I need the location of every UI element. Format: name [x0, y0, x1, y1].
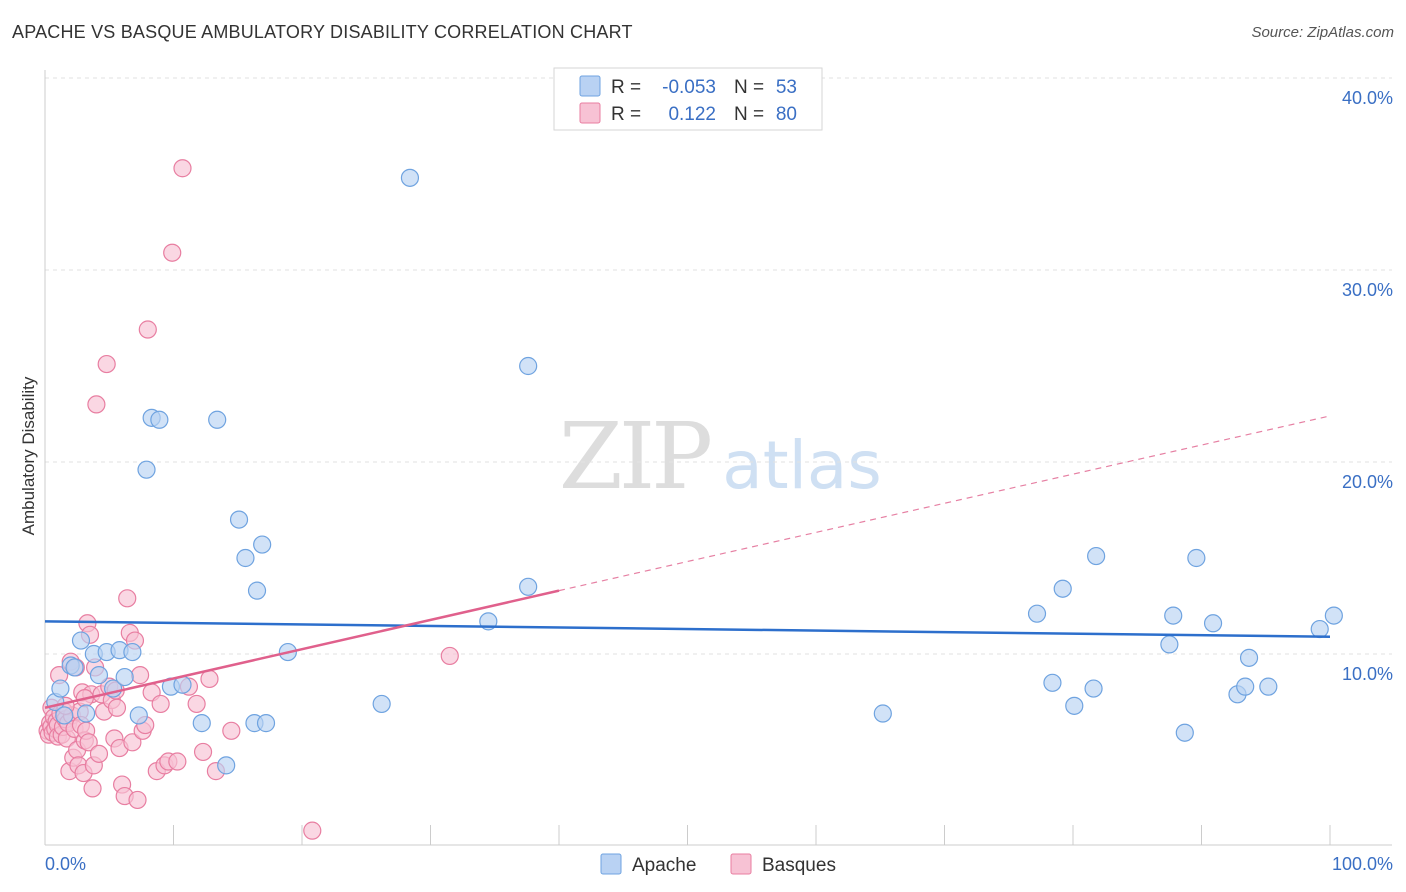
series-apache	[46, 168, 1343, 775]
grid	[45, 77, 1392, 655]
legend-n-label-apache: N =	[734, 77, 764, 98]
apache-point	[1259, 677, 1278, 696]
apache-point	[129, 706, 148, 725]
basques-point	[222, 721, 241, 740]
apache-point	[71, 631, 91, 650]
legend-swatch-basques	[579, 102, 601, 124]
apache-point	[77, 704, 96, 723]
legend-r-label-apache: R =	[611, 77, 641, 98]
basques-point	[200, 669, 219, 689]
bottom-legend: Apache Basques	[600, 853, 836, 876]
basques-point	[123, 733, 142, 752]
basques-point	[187, 694, 206, 714]
apache-point	[873, 704, 892, 723]
bottom-legend-swatch-basques	[730, 853, 752, 875]
legend-n-value-apache: 53	[776, 77, 797, 98]
x-tick-labels: 0.0% 100.0%	[45, 854, 1393, 874]
basques-point	[303, 821, 322, 840]
basques-point	[440, 646, 459, 666]
basques-point	[173, 159, 192, 178]
apache-point	[1236, 677, 1255, 696]
apache-trend-line	[44, 620, 1331, 638]
source-label: Source: ZipAtlas.com	[1251, 24, 1394, 41]
basques-point	[128, 790, 147, 810]
apache-point	[1203, 614, 1223, 633]
apache-point	[1087, 546, 1106, 566]
y-tick-labels: 10.0% 20.0% 30.0% 40.0%	[1342, 88, 1393, 684]
apache-point	[253, 535, 272, 554]
apache-point	[123, 642, 142, 662]
basques-point	[107, 698, 127, 717]
apache-point	[247, 581, 267, 600]
legend-r-value-basques: 0.122	[668, 104, 716, 125]
bottom-legend-swatch-apache	[600, 853, 622, 875]
apache-point	[1187, 548, 1206, 568]
apache-point	[229, 510, 249, 529]
apache-point	[519, 356, 538, 376]
apache-point	[1164, 606, 1183, 625]
bottom-legend-label-basques: Basques	[762, 855, 836, 876]
apache-point	[1160, 635, 1179, 654]
y-tick-label-20: 20.0%	[1342, 472, 1393, 492]
apache-point	[1043, 673, 1062, 692]
legend-swatch-apache	[579, 75, 601, 97]
apache-point	[217, 756, 236, 775]
basques-point	[130, 666, 150, 685]
y-tick-label-30: 30.0%	[1342, 280, 1393, 300]
apache-point	[1175, 723, 1194, 742]
x-tick-label-max: 100.0%	[1332, 854, 1393, 874]
apache-point	[372, 694, 391, 714]
apache-point	[192, 714, 211, 733]
basques-point	[118, 589, 137, 608]
basques-point	[79, 733, 98, 752]
apache-point	[150, 410, 169, 429]
bottom-legend-label-apache: Apache	[632, 855, 696, 876]
apache-point	[208, 410, 227, 429]
basques-point	[193, 742, 213, 762]
x-tick-label-min: 0.0%	[45, 854, 86, 874]
legend-box: R = -0.053 N = 53 R = 0.122 N = 80	[553, 67, 823, 131]
basques-point	[163, 243, 182, 262]
apache-point	[1065, 696, 1084, 715]
trend-lines	[44, 415, 1331, 709]
legend-r-value-apache: -0.053	[662, 77, 716, 98]
legend-r-label-basques: R =	[611, 104, 641, 125]
basques-point	[83, 779, 102, 798]
apache-point	[65, 658, 84, 677]
apache-point	[1053, 579, 1072, 598]
basques-point	[151, 694, 170, 714]
y-tick-label-40: 40.0%	[1342, 88, 1393, 108]
y-tick-label-10: 10.0%	[1342, 664, 1393, 684]
watermark-atlas: atlas	[722, 427, 882, 504]
basques-point	[138, 320, 157, 339]
apache-point	[1310, 619, 1329, 639]
apache-point	[89, 666, 109, 685]
apache-point	[1027, 604, 1047, 623]
apache-point	[1239, 648, 1259, 667]
legend-n-value-basques: 80	[776, 104, 797, 125]
apache-point	[400, 168, 420, 187]
apache-point	[236, 548, 255, 568]
basques-point	[89, 744, 109, 763]
apache-point	[1084, 679, 1103, 698]
series-basques	[38, 159, 459, 840]
chart-title: APACHE VS BASQUE AMBULATORY DISABILITY C…	[12, 22, 633, 42]
apache-point	[519, 577, 538, 596]
legend-n-label-basques: N =	[734, 104, 764, 125]
watermark-zip: ZIP	[559, 403, 710, 510]
apache-point	[115, 667, 134, 687]
basques-point	[97, 354, 116, 374]
apache-point	[55, 706, 74, 725]
apache-point	[1324, 606, 1343, 625]
axes	[44, 70, 1392, 846]
basques-point	[87, 395, 106, 414]
y-axis-label: Ambulatory Disability	[19, 376, 38, 535]
apache-point	[256, 714, 276, 733]
basques-point	[168, 752, 187, 771]
basques-trend-line	[44, 589, 560, 709]
apache-point	[51, 679, 70, 698]
apache-point	[137, 460, 156, 479]
